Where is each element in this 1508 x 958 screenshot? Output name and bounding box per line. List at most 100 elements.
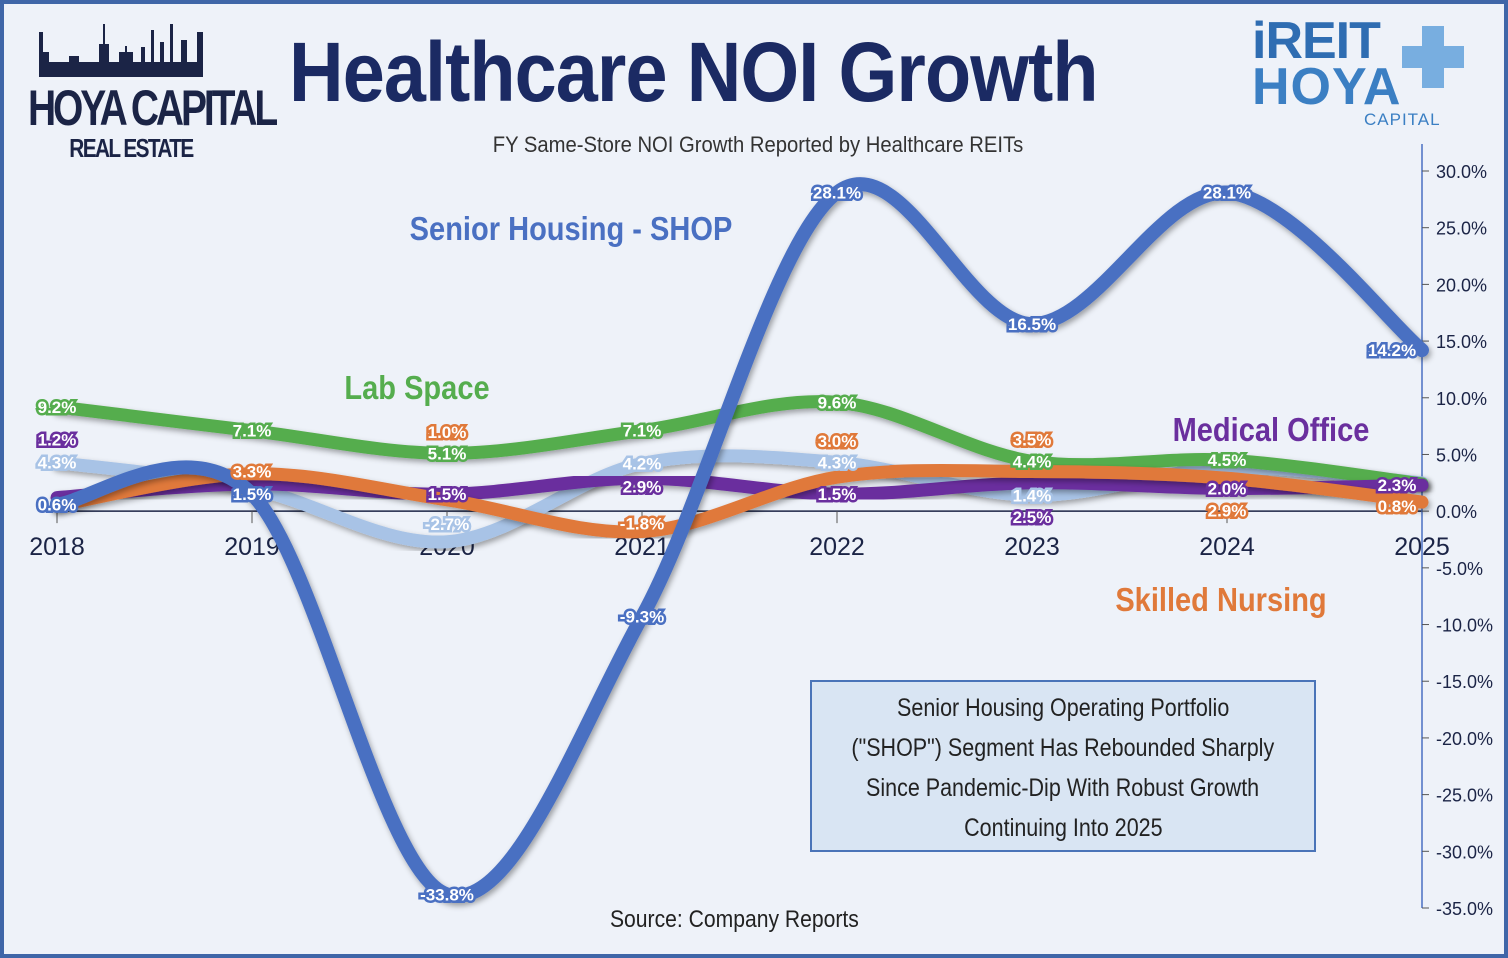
data-point: [641, 615, 643, 618]
y-tick-label: -35.0%: [1436, 899, 1493, 919]
data-label: 1.5%: [233, 485, 272, 504]
data-point: [836, 401, 838, 404]
data-point: [836, 191, 838, 194]
y-tick-label: -20.0%: [1436, 729, 1493, 749]
data-label: 28.1%: [813, 184, 861, 203]
data-point: [446, 452, 448, 455]
y-tick-label: -25.0%: [1436, 786, 1493, 806]
data-label: 1.5%: [818, 485, 857, 504]
data-point: [1226, 459, 1228, 462]
series-line: [50, 395, 1429, 491]
data-label: 9.2%: [38, 398, 77, 417]
data-point: [1421, 484, 1423, 487]
data-label: 3.5%: [1013, 430, 1052, 449]
y-tick-label: -5.0%: [1436, 559, 1483, 579]
series-line: [50, 463, 1429, 539]
data-point: [836, 493, 838, 496]
data-label: 2.0%: [1208, 479, 1247, 498]
y-tick-label: 10.0%: [1436, 389, 1487, 409]
data-point: [56, 503, 58, 506]
data-label: -9.3%: [620, 608, 664, 627]
y-tick-label: 5.0%: [1436, 445, 1477, 465]
data-point: [1226, 477, 1228, 480]
data-label: 7.1%: [233, 422, 272, 441]
data-labels: 0.6% 1.5% -33.8% -9.3% 28.1% 16.5% 28.1% 14.2% 4…: [35, 181, 1419, 907]
data-point: [836, 461, 838, 464]
x-tick-label: 2019: [224, 533, 280, 561]
x-tick-label: 2023: [1004, 533, 1060, 561]
plus-icon: [1402, 26, 1464, 88]
data-point: [641, 477, 643, 480]
data-label: 2.3%: [1378, 476, 1417, 495]
data-point: [446, 498, 448, 501]
ireit-hoya-logo: iREIT HOYA CAPITAL: [1252, 15, 1492, 130]
data-label: 0.8%: [1378, 497, 1417, 516]
y-tick-label: 30.0%: [1436, 162, 1487, 182]
data-label: 1.0%: [428, 423, 467, 442]
source-note: Source: Company Reports: [609, 906, 859, 933]
data-label: 0.6%: [38, 495, 77, 514]
y-tick-label: -30.0%: [1436, 842, 1493, 862]
series-name-label: Senior Housing - SHOP: [410, 210, 733, 247]
plot-area: 2018 2019 2020 2021 2022 2023 2024 202530.0%25.…: [29, 144, 1493, 919]
data-point: [56, 461, 58, 464]
data-point: [1031, 481, 1033, 484]
data-point: [836, 476, 838, 479]
data-label: 1.2%: [38, 431, 77, 450]
data-label: 2.9%: [623, 477, 662, 496]
data-point: [251, 472, 253, 475]
data-label: 5.1%: [428, 444, 467, 463]
y-tick-label: -15.0%: [1436, 672, 1493, 692]
data-label: 16.5%: [1008, 315, 1056, 334]
data-point: [1031, 470, 1033, 473]
series-name-label: Lab Space: [344, 369, 489, 406]
data-label: 4.3%: [818, 453, 857, 472]
y-tick-label: 25.0%: [1436, 219, 1487, 239]
data-label: -33.8%: [420, 885, 474, 904]
data-point: [641, 429, 643, 432]
y-tick-label: 20.0%: [1436, 275, 1487, 295]
data-label: 4.3%: [38, 453, 77, 472]
x-tick-label: 2024: [1199, 533, 1255, 561]
series-skilled-nursing: [50, 463, 1429, 539]
data-label: 7.1%: [623, 422, 662, 441]
data-point: [1226, 191, 1228, 194]
data-label: 14.2%: [1368, 341, 1416, 360]
data-point: [1031, 494, 1033, 497]
data-label: 9.6%: [818, 393, 857, 412]
data-point: [56, 405, 58, 408]
data-point: [641, 530, 643, 533]
series-name-label: Medical Office: [1173, 411, 1370, 448]
series-line: [50, 471, 1429, 505]
callout-box: Senior Housing Operating Portfolio ("SHO…: [810, 680, 1316, 852]
data-label: 2.9%: [1208, 501, 1247, 520]
data-point: [1421, 349, 1423, 352]
data-label: 1.4%: [1013, 486, 1052, 505]
data-label: 1.5%: [428, 485, 467, 504]
data-label: -1.8%: [620, 515, 664, 534]
data-label: 3.3%: [233, 463, 272, 482]
chart-title: Healthcare NOI Growth: [289, 25, 1099, 119]
data-point: [641, 462, 643, 465]
data-point: [446, 540, 448, 543]
data-label: 2.5%: [1013, 508, 1052, 527]
y-tick-label: 15.0%: [1436, 332, 1487, 352]
x-tick-label: 2022: [809, 533, 865, 561]
series-name-label: Skilled Nursing: [1115, 581, 1326, 618]
data-point: [251, 493, 253, 496]
data-label: 3.0%: [818, 432, 857, 451]
data-label: 4.4%: [1013, 452, 1052, 471]
data-point: [446, 893, 448, 896]
data-label: -2.7%: [425, 515, 469, 534]
data-point: [1031, 460, 1033, 463]
x-tick-label: 2018: [29, 533, 85, 561]
y-tick-label: 0.0%: [1436, 502, 1477, 522]
series-line: [50, 177, 1429, 903]
data-point: [1226, 467, 1228, 470]
data-label: 4.5%: [1208, 451, 1247, 470]
chart-subtitle: FY Same-Store NOI Growth Reported by Hea…: [492, 132, 1024, 157]
data-point: [1421, 501, 1423, 504]
data-label: 28.1%: [1203, 184, 1251, 203]
series-senior-housing-shop: [50, 177, 1429, 903]
